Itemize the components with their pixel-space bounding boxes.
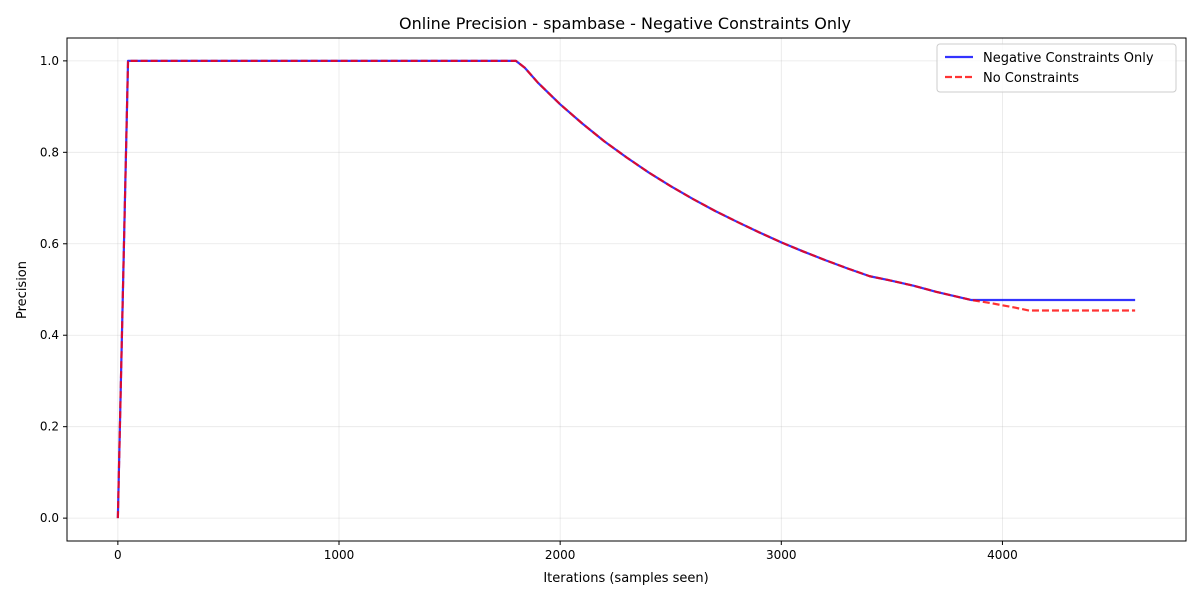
y-tick-label: 0.4 — [40, 328, 59, 342]
x-tick-label: 3000 — [766, 548, 797, 562]
grid — [67, 38, 1186, 541]
x-tick-label: 2000 — [545, 548, 576, 562]
legend-box — [936, 43, 1177, 93]
legend-entry-label: Negative Constraints Only — [983, 51, 1154, 66]
plot-area-frame — [66, 37, 1187, 542]
x-axis-ticks: 0 1000 2000 3000 4000 — [114, 541, 1018, 562]
series-lines — [116, 59, 1136, 519]
legend: Negative Constraints Only No Constraints — [936, 43, 1177, 93]
x-tick-label: 4000 — [987, 548, 1018, 562]
y-axis-ticks: 0.0 0.2 0.4 0.6 0.8 1.0 — [40, 54, 67, 525]
y-tick-label: 0.8 — [40, 145, 59, 159]
series-line-no-constraints — [116, 59, 1136, 519]
legend-entry-label: No Constraints — [983, 71, 1079, 86]
x-tick-label: 1000 — [324, 548, 355, 562]
y-tick-label: 0.2 — [40, 420, 59, 434]
x-tick-label: 0 — [114, 548, 122, 562]
chart-title: Online Precision - spambase - Negative C… — [399, 14, 851, 33]
y-tick-label: 1.0 — [40, 54, 59, 68]
y-tick-label: 0.0 — [40, 511, 59, 525]
series-line-negative-constraints-only — [116, 59, 1136, 519]
y-tick-label: 0.6 — [40, 237, 59, 251]
x-axis-label: Iterations (samples seen) — [543, 571, 708, 586]
y-axis-label: Precision — [15, 261, 30, 319]
